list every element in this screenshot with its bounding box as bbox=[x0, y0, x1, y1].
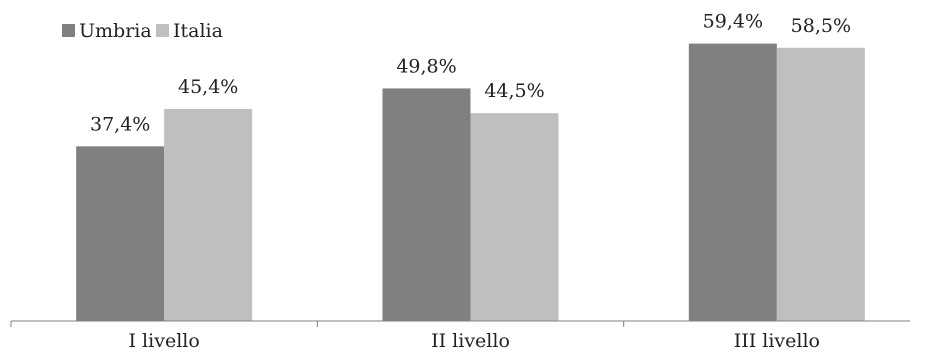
category-label-2: II livello bbox=[431, 330, 510, 352]
legend: Umbria Italia bbox=[62, 20, 223, 42]
category-labels: I livello II livello III livello bbox=[129, 330, 820, 352]
value-labels: 37,4% 45,4% 49,8% 44,5% 59,4% 58,5% bbox=[90, 11, 851, 136]
bar-italia-2 bbox=[470, 113, 559, 321]
category-label-3: III livello bbox=[734, 330, 820, 352]
value-label-italia-2: 44,5% bbox=[484, 80, 544, 102]
legend-swatch-italia bbox=[156, 24, 169, 37]
bar-umbria-1 bbox=[76, 146, 165, 321]
legend-label-umbria: Umbria bbox=[79, 20, 152, 42]
legend-label-italia: Italia bbox=[173, 20, 223, 42]
x-axis-ticks bbox=[10, 321, 625, 327]
bar-italia-1 bbox=[164, 108, 253, 322]
value-label-umbria-3: 59,4% bbox=[703, 11, 763, 33]
legend-swatch-umbria bbox=[62, 24, 75, 37]
value-label-italia-3: 58,5% bbox=[791, 15, 851, 37]
bar-umbria-2 bbox=[382, 88, 471, 322]
category-label-1: I livello bbox=[129, 330, 200, 352]
value-label-umbria-1: 37,4% bbox=[90, 113, 150, 135]
value-label-umbria-2: 49,8% bbox=[396, 55, 456, 77]
bar-umbria-3 bbox=[688, 43, 777, 322]
value-label-italia-1: 45,4% bbox=[178, 76, 238, 98]
bar-italia-3 bbox=[776, 47, 865, 322]
bars bbox=[76, 43, 865, 322]
